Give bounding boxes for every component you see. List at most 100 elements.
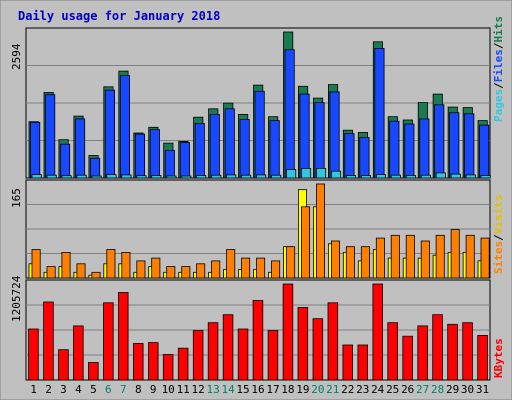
bar-sites-day-25 — [390, 234, 400, 279]
bar-files-day-9 — [149, 129, 160, 179]
bar-sites-day-16 — [256, 257, 266, 279]
x-tick-label: 18 — [281, 383, 294, 396]
bar-sites-day-6 — [106, 249, 116, 279]
bar-files-day-20 — [314, 102, 325, 179]
bar-pages-day-12 — [196, 175, 207, 179]
bar-files-day-15 — [239, 119, 250, 179]
bar-kbytes-day-15 — [237, 328, 249, 381]
bar-files-day-5 — [90, 157, 101, 179]
bar-pages-day-19 — [300, 167, 312, 179]
x-tick-label: 30 — [461, 383, 474, 396]
bar-files-day-10 — [164, 149, 175, 179]
bar-pages-day-4 — [76, 174, 87, 179]
legend-middle: Sites/Visits — [492, 195, 505, 275]
x-tick-label: 1 — [30, 383, 37, 396]
bar-pages-day-30 — [465, 174, 476, 179]
y-max-label-bottom: 1205724 — [10, 275, 23, 322]
bar-kbytes-day-23 — [357, 344, 368, 381]
x-tick-label: 22 — [341, 383, 354, 396]
panel-top — [25, 27, 491, 179]
bar-kbytes-day-26 — [402, 335, 413, 381]
bar-files-day-23 — [359, 137, 370, 179]
bar-files-day-31 — [479, 124, 490, 179]
x-tick-label: 20 — [311, 383, 324, 396]
bar-pages-day-20 — [315, 167, 327, 179]
bar-sites-day-19 — [300, 206, 310, 279]
bar-kbytes-day-9 — [147, 342, 159, 381]
legend-files: Files — [492, 49, 505, 82]
legend-visits: Visits — [492, 195, 505, 235]
x-tick-label: 19 — [296, 383, 309, 396]
bar-kbytes-day-19 — [297, 307, 309, 381]
bar-files-day-24 — [374, 48, 385, 179]
x-tick-label: 29 — [446, 383, 459, 396]
bar-kbytes-day-16 — [252, 299, 264, 381]
bar-pages-day-10 — [166, 175, 177, 179]
bar-files-day-14 — [224, 108, 235, 179]
bar-files-day-25 — [389, 120, 400, 179]
bar-sites-day-20 — [315, 183, 325, 279]
bar-sites-day-23 — [360, 246, 370, 279]
legend-hits: Hits — [492, 16, 505, 43]
bar-sites-day-13 — [211, 260, 221, 279]
bar-pages-day-11 — [181, 175, 192, 179]
bar-kbytes-day-6 — [103, 302, 114, 381]
bar-files-day-4 — [75, 118, 86, 179]
bar-kbytes-day-8 — [132, 342, 144, 381]
bar-pages-day-29 — [450, 173, 461, 179]
x-tick-label: 16 — [251, 383, 264, 396]
bar-kbytes-day-5 — [88, 362, 99, 381]
bar-kbytes-day-27 — [417, 325, 428, 381]
legend-pages: Pages — [492, 89, 505, 122]
bar-kbytes-day-25 — [387, 322, 398, 381]
bar-pages-day-8 — [136, 175, 147, 179]
bar-kbytes-day-7 — [118, 291, 129, 381]
bar-files-day-8 — [134, 133, 146, 179]
x-tick-label: 31 — [476, 383, 489, 396]
bar-pages-day-27 — [420, 174, 431, 179]
bar-pages-day-5 — [91, 175, 102, 179]
bar-sites-day-4 — [76, 263, 86, 279]
x-tick-label: 21 — [326, 383, 339, 396]
legend-sites: Sites — [492, 241, 505, 274]
bar-sites-day-17 — [271, 260, 281, 279]
bar-files-day-7 — [119, 75, 131, 179]
bar-pages-day-28 — [435, 172, 446, 179]
bar-pages-day-18 — [286, 169, 297, 179]
bar-files-day-11 — [179, 142, 190, 179]
x-tick-label: 23 — [356, 383, 369, 396]
bar-kbytes-day-22 — [342, 344, 353, 381]
bar-sites-day-12 — [196, 263, 206, 279]
bar-sites-day-8 — [136, 260, 146, 279]
bar-pages-day-14 — [226, 174, 237, 179]
svg-text:KBytes: KBytes — [492, 338, 505, 378]
x-tick-label: 12 — [191, 383, 204, 396]
bar-pages-day-13 — [211, 174, 222, 179]
bar-sites-day-24 — [375, 237, 385, 279]
bar-pages-day-16 — [256, 174, 267, 179]
x-tick-label: 3 — [60, 383, 67, 396]
bar-pages-day-2 — [46, 174, 57, 179]
x-tick-label: 10 — [162, 383, 175, 396]
bar-files-day-22 — [344, 133, 355, 179]
bar-pages-day-1 — [31, 174, 42, 179]
bar-sites-day-26 — [405, 234, 415, 279]
x-tick-label: 25 — [386, 383, 399, 396]
bar-kbytes-day-1 — [28, 328, 39, 381]
bar-kbytes-day-20 — [312, 318, 324, 381]
bar-files-day-17 — [269, 120, 280, 179]
bar-sites-day-11 — [181, 266, 191, 279]
x-tick-label: 13 — [206, 383, 219, 396]
x-tick-label: 26 — [401, 383, 414, 396]
bar-files-day-2 — [45, 94, 56, 179]
bar-files-day-26 — [404, 123, 415, 179]
x-tick-label: 14 — [221, 383, 235, 396]
bar-sites-day-22 — [345, 246, 355, 279]
bar-pages-day-21 — [330, 170, 342, 179]
bar-files-day-3 — [60, 143, 71, 179]
bar-kbytes-day-17 — [267, 330, 279, 381]
x-tick-label: 9 — [150, 383, 157, 396]
bar-sites-day-7 — [121, 251, 131, 279]
bar-pages-day-25 — [390, 174, 401, 179]
